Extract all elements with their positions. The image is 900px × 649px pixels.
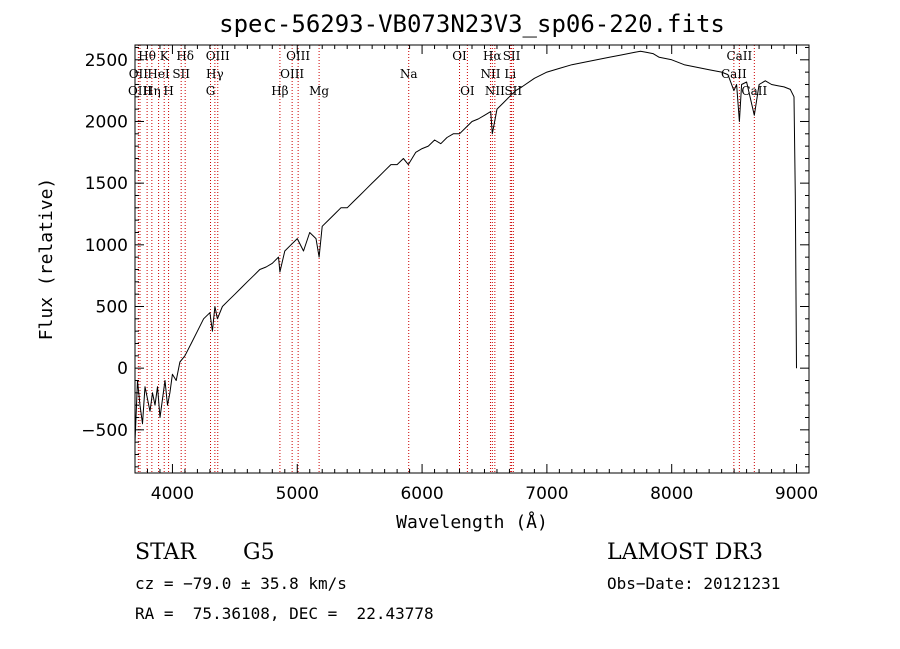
spectral-line-labels: Hθ OII OIII K HeI Hη Hδ SII H OIII Hγ G Hβ OIII OIII Mg… bbox=[128, 49, 768, 98]
spectral-line-label: SII bbox=[503, 49, 521, 63]
plot-frame bbox=[134, 44, 810, 474]
y-tick-label: 0 bbox=[117, 359, 128, 379]
spectral-line-label: Hγ bbox=[206, 67, 224, 81]
spectral-line-label: CaII bbox=[741, 84, 767, 98]
spectral-line-label: K bbox=[160, 49, 170, 63]
spectral-line-label: G bbox=[206, 84, 216, 98]
y-tick-label: 2000 bbox=[85, 112, 128, 132]
spectral-line-label: SII bbox=[504, 84, 522, 98]
y-tick-label: −500 bbox=[81, 421, 128, 441]
spectral-line-label: CaII bbox=[726, 49, 752, 63]
survey-name: LAMOST DR3 bbox=[607, 540, 763, 565]
spectral-line-label: OI bbox=[452, 49, 467, 63]
spectral-line-label: SII bbox=[172, 67, 190, 81]
x-tick-label: 7000 bbox=[525, 484, 568, 504]
spectral-line-label: Hθ bbox=[138, 49, 156, 63]
redshift-velocity: cz = −79.0 ± 35.8 km/s bbox=[135, 574, 347, 593]
spectral-line-label: CaII bbox=[721, 67, 747, 81]
x-tick-label: 5000 bbox=[276, 484, 319, 504]
chart-title: spec-56293-VB073N23V3_sp06-220.fits bbox=[219, 10, 725, 38]
spectral-line-label: Na bbox=[400, 67, 418, 81]
spectral-line-label: NII bbox=[485, 84, 505, 98]
spectral-line-label: H bbox=[163, 84, 173, 98]
spectral-line-label: NII bbox=[480, 67, 500, 81]
spectral-line-label: Mg bbox=[309, 84, 329, 98]
y-tick-label: 500 bbox=[96, 297, 128, 317]
y-tick-label: 2500 bbox=[85, 51, 128, 71]
x-axis-label: Wavelength (Å) bbox=[396, 511, 548, 533]
y-tick-label: 1000 bbox=[85, 236, 128, 256]
spectral-line-label: Li bbox=[504, 67, 516, 81]
axis-ticks: 4000 5000 6000 7000 8000 9000 −500 0 500 1000 1500… bbox=[81, 45, 818, 504]
spectral-line-label: Hα bbox=[483, 49, 502, 63]
observation-date: Obs−Date: 20121231 bbox=[607, 574, 781, 593]
x-tick-label: 9000 bbox=[775, 484, 818, 504]
spectral-line-label: OIII bbox=[128, 84, 152, 98]
object-class: STAR bbox=[135, 540, 196, 565]
spectral-line-label: HeI bbox=[147, 67, 170, 81]
spectral-line-markers bbox=[137, 45, 755, 473]
x-tick-label: 6000 bbox=[400, 484, 443, 504]
spectral-line-label: OI bbox=[460, 84, 475, 98]
spectral-line-label: Hδ bbox=[176, 49, 194, 63]
flux-line bbox=[134, 50, 797, 443]
spectral-line-label: OII bbox=[129, 67, 149, 81]
spectral-line-label: Hη bbox=[143, 84, 161, 98]
spectral-line-label: Hβ bbox=[271, 84, 288, 98]
spectral-line-label: OIII bbox=[286, 49, 310, 63]
x-tick-label: 4000 bbox=[151, 484, 194, 504]
y-axis-label: Flux (relative) bbox=[36, 178, 57, 341]
spectral-line-label: OIII bbox=[280, 67, 304, 81]
y-tick-label: 1500 bbox=[85, 174, 128, 194]
object-subclass: G5 bbox=[243, 540, 275, 565]
flux-series bbox=[134, 50, 797, 443]
spectral-line-label: OIII bbox=[206, 49, 230, 63]
x-tick-label: 8000 bbox=[650, 484, 693, 504]
coordinates: RA = 75.36108, DEC = 22.43778 bbox=[135, 604, 434, 623]
